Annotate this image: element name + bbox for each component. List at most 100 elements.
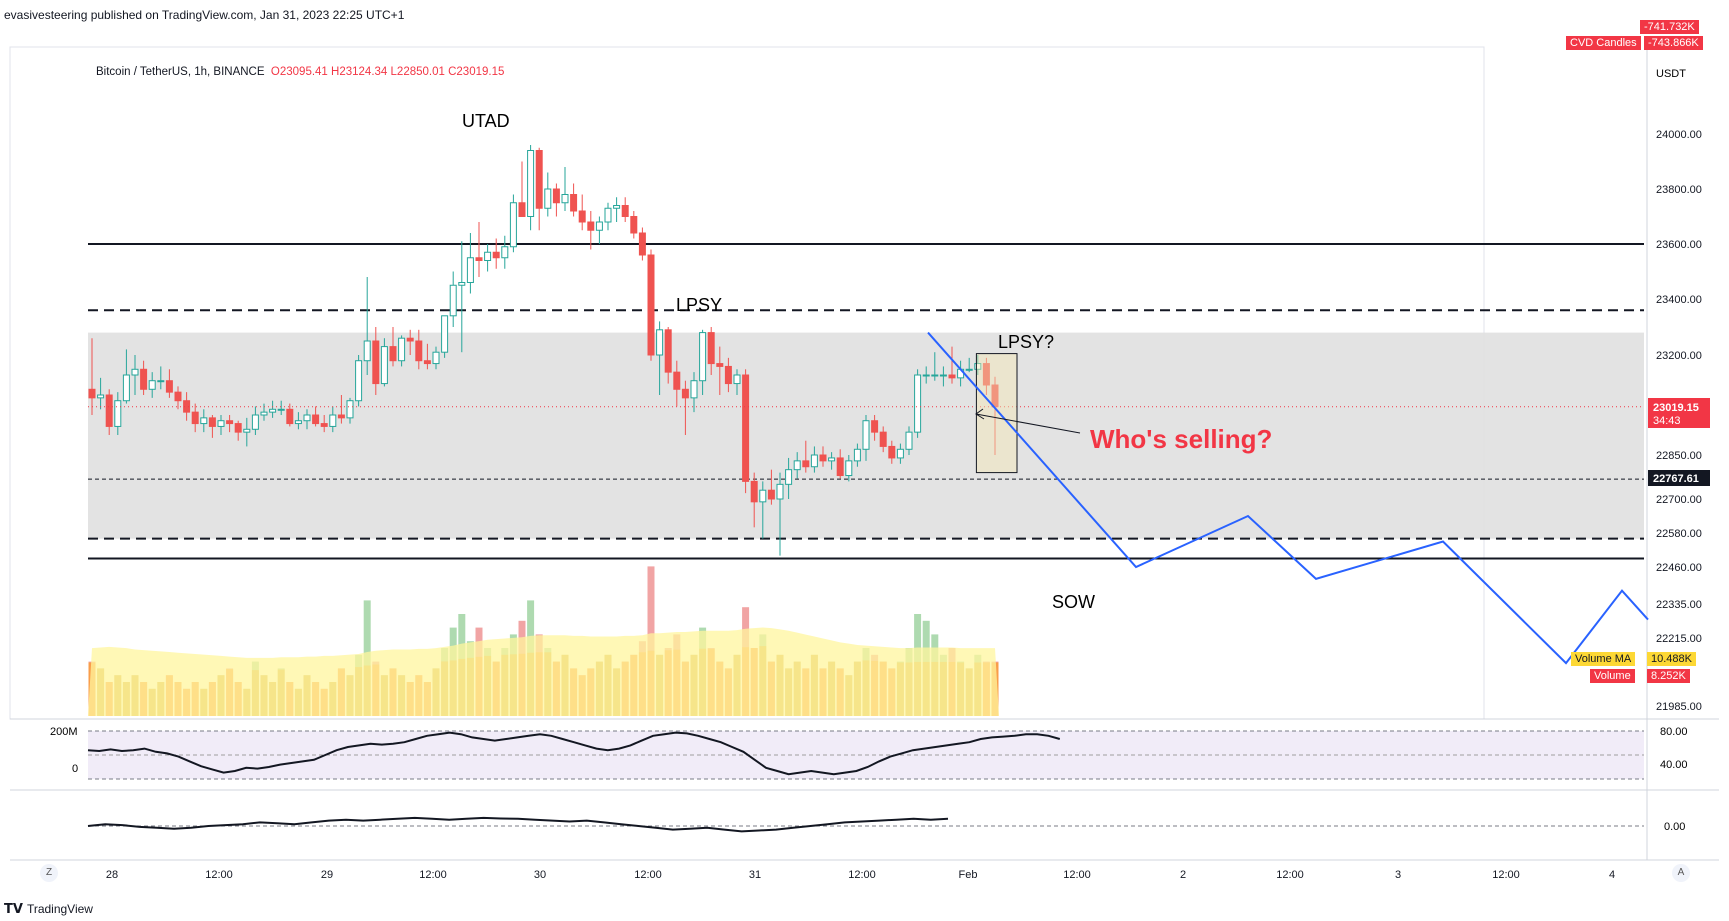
time-tick: 12:00 [848,869,876,881]
candle-body [544,188,552,209]
publish-header: evasivesteering published on TradingView… [4,8,405,22]
candle-body [363,340,371,362]
tradingview-logo-icon: 𝗧𝗩 [4,901,23,916]
candle-body [922,374,930,377]
candle-body [638,232,646,256]
time-tick: 29 [321,869,333,881]
candle-body [578,210,586,223]
candle-body [466,257,474,283]
annotation-lpsy-q: LPSY? [998,332,1054,352]
footer-brand: TradingView [26,902,93,916]
cvd-hidden-value: -741.732K [1640,20,1699,34]
marked-level-tag [1648,470,1710,486]
time-tick: 12:00 [1276,869,1304,881]
candle-body [888,445,896,459]
candles [88,145,999,556]
zoom-left-button[interactable]: Z [40,864,58,882]
candle-body [226,420,234,425]
candle-body [587,221,595,231]
footer: 𝗧𝗩 TradingView [4,901,93,917]
auto-scale-button[interactable]: A [1672,864,1690,882]
candle-body [449,284,457,317]
candle-body [776,483,784,500]
price-tick: 21985.00 [1656,701,1702,713]
candle-body [303,414,311,422]
time-tick: 3 [1395,869,1401,881]
osc1-tick-80: 80.00 [1660,726,1688,738]
candle-body [518,202,526,217]
marked-level-value: 22767.61 [1653,473,1699,485]
price-tick: 23400.00 [1656,294,1702,306]
symbol-low: L22850.01 [390,66,445,78]
price-tick: 23200.00 [1656,350,1702,362]
price-tick: 22215.00 [1656,633,1702,645]
candle-body [484,251,492,261]
candle-body [441,315,449,353]
osc1-line [87,731,1061,776]
candle-body [174,391,182,402]
candle-body [260,411,268,416]
osc1-left-label-0: 0 [72,763,78,775]
candle-body [974,363,982,370]
highlight-box [975,353,1018,474]
candle-body [432,351,440,365]
candle-body [122,374,130,402]
volume-label: Volume [1590,669,1635,683]
price-axis-currency: USDT [1656,68,1686,80]
current-price-tag [1648,398,1710,428]
candle-body [733,374,741,385]
candle-body [475,257,483,261]
symbol-name: Bitcoin / TetherUS, 1h, BINANCE [96,66,265,78]
candle-body [269,408,277,413]
candle-body [183,400,191,413]
candle-body [939,374,947,377]
candle-body [243,428,251,433]
candle-body [561,194,569,204]
candle-body [767,489,775,500]
candle-body [251,414,259,430]
candle-body [294,420,302,425]
candle-body [355,360,363,402]
candle-body [165,380,173,393]
price-tick: 22580.00 [1656,528,1702,540]
candle-body [131,368,139,376]
time-tick: 4 [1609,869,1615,881]
candle-body [492,251,500,259]
candle-body [879,431,887,447]
osc2-line [87,816,949,833]
candle-body [613,205,621,209]
symbol-high: H23124.34 [331,66,388,78]
candle-body [372,340,380,385]
candle-body [148,380,156,390]
time-tick: 12:00 [205,869,233,881]
symbol-info: Bitcoin / TetherUS, 1h, BINANCE O23095.4… [96,66,504,78]
candle-body [750,480,758,503]
current-price-countdown: 34:43 [1653,415,1681,427]
candle-body [114,400,122,427]
candle-body [329,414,337,427]
candle-body [595,221,603,231]
candle-body [845,460,853,477]
candle-body [716,363,724,367]
candle-body [346,400,354,419]
osc1-left-label-200m: 200M [50,726,78,738]
projection-path [927,331,1649,665]
candle-body [621,205,629,217]
time-tick: 12:00 [1063,869,1091,881]
candle-body [785,469,793,485]
candle-body [604,207,612,223]
price-tick: 22850.00 [1656,450,1702,462]
candle-body [707,332,715,365]
candle-body [853,448,861,462]
callout-arrow-head [975,408,985,420]
price-axis[interactable]: 24000.00 23800.00 23600.00 23400.00 23200.00… [1656,129,1702,713]
candle-body [398,337,406,362]
osc2-tick-0: 0.00 [1664,821,1685,833]
candle-body [836,457,844,477]
candle-body [217,420,225,427]
candle-body [415,340,423,362]
price-tick: 22335.00 [1656,599,1702,611]
candle-body [810,454,818,468]
time-axis[interactable]: 28 12:00 29 12:00 30 12:00 31 12:00 Feb 12:00 2 12:… [106,869,1615,881]
